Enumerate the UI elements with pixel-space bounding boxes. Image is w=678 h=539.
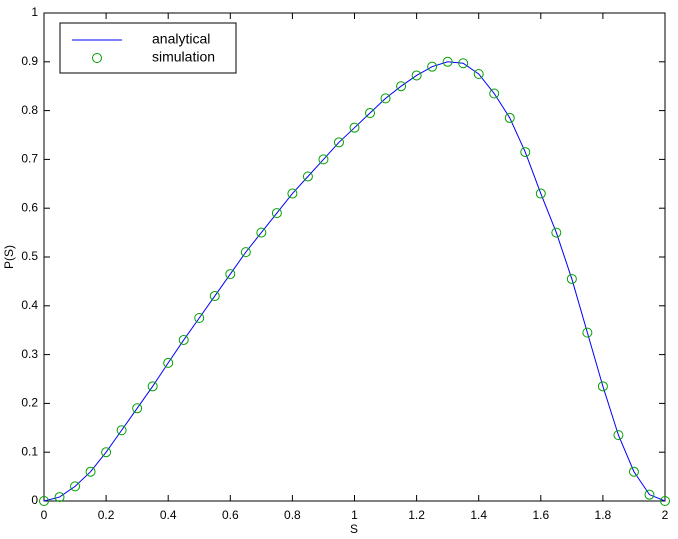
data-point <box>101 447 112 458</box>
data-point <box>489 88 500 99</box>
data-point <box>597 381 608 392</box>
y-tick-label: 0.6 <box>21 200 38 214</box>
data-point <box>365 108 376 119</box>
data-point <box>458 58 469 69</box>
data-point <box>178 334 189 345</box>
data-point <box>287 188 298 199</box>
y-tick-label: 0.1 <box>21 444 38 458</box>
data-point <box>70 481 81 492</box>
data-point <box>473 69 484 79</box>
y-axis-label: P(S) <box>2 245 16 269</box>
data-point <box>396 81 407 92</box>
data-point <box>582 327 593 338</box>
x-tick-label: 0.2 <box>98 508 115 522</box>
y-tick-label: 0.5 <box>21 249 38 263</box>
data-point <box>644 489 655 500</box>
data-point <box>302 171 313 182</box>
data-point <box>380 93 391 104</box>
legend: analytical simulation <box>59 22 237 74</box>
data-point <box>551 227 562 238</box>
data-point <box>613 430 624 441</box>
data-point <box>240 247 251 258</box>
x-tick-label: 1.6 <box>532 508 549 522</box>
data-point <box>39 496 49 506</box>
data-point <box>225 269 236 280</box>
data-point <box>194 313 205 323</box>
data-point <box>660 496 670 506</box>
legend-label: analytical <box>152 31 210 47</box>
x-axis-label: S <box>350 522 358 536</box>
data-line <box>43 61 666 502</box>
data-point <box>520 147 531 158</box>
x-tick-label: 0 <box>41 508 48 522</box>
y-tick-label: 1 <box>31 5 38 19</box>
y-tick-label: 0 <box>31 493 38 507</box>
legend-marker <box>92 53 102 63</box>
data-point <box>271 208 282 219</box>
y-tick-label: 0.8 <box>21 103 38 117</box>
y-tick-label: 0.4 <box>21 298 38 312</box>
data-point <box>535 188 546 199</box>
legend-label: simulation <box>152 49 215 65</box>
x-tick-label: 1.8 <box>595 508 612 522</box>
x-tick-label: 0.6 <box>222 508 239 522</box>
data-point <box>163 357 174 368</box>
y-tick-label: 0.3 <box>21 347 38 361</box>
x-tick-label: 2 <box>662 508 669 522</box>
data-point <box>442 56 453 67</box>
x-tick-label: 0.8 <box>284 508 301 522</box>
data-point <box>116 425 127 436</box>
x-tick-label: 1 <box>351 508 358 522</box>
legend-box <box>59 22 237 74</box>
x-tick-label: 1.4 <box>470 508 487 522</box>
data-point <box>132 403 143 414</box>
data-point <box>318 154 329 165</box>
data-point <box>209 291 220 302</box>
data-point <box>85 466 96 477</box>
data-point <box>147 381 158 392</box>
data-point <box>54 492 65 503</box>
x-tick-label: 0.4 <box>160 508 177 522</box>
y-tick-label: 0.7 <box>21 152 38 166</box>
y-tick-label: 0.9 <box>21 54 38 68</box>
y-tick-label: 0.2 <box>21 396 38 410</box>
data-point <box>333 137 344 148</box>
data-point <box>427 61 438 72</box>
data-point <box>256 227 267 238</box>
data-point <box>411 70 422 81</box>
data-point <box>349 122 360 133</box>
data-point <box>504 112 515 123</box>
x-tick-label: 1.2 <box>408 508 425 522</box>
data-point <box>566 273 577 284</box>
data-point <box>628 466 639 477</box>
